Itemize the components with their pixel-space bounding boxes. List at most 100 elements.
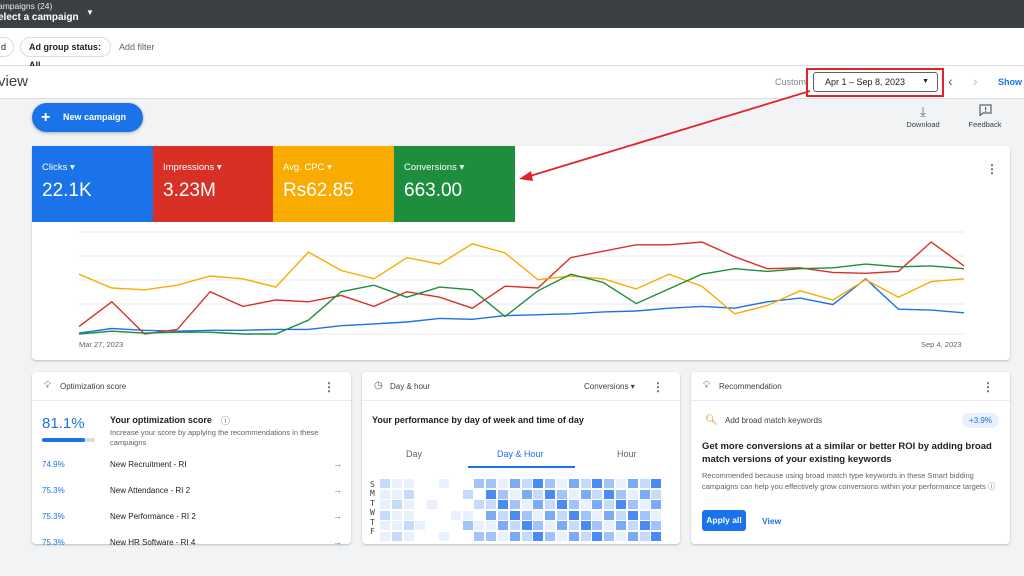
more-vert-icon[interactable]: ⋮ <box>986 162 998 176</box>
heatmap-cell <box>380 479 390 488</box>
heatmap-cell <box>627 500 638 509</box>
campaign-name: New HR Software - RI 4 <box>110 538 196 547</box>
campaign-row[interactable]: 74.9% New Recruitment - RI → <box>42 459 342 474</box>
tab-day-hour[interactable]: Day & Hour <box>497 449 544 459</box>
heatmap-cell <box>627 510 638 520</box>
chevron-left-icon[interactable]: ‹ <box>948 73 953 89</box>
more-vert-icon[interactable]: ⋮ <box>982 380 994 394</box>
heatmap-cell <box>557 489 567 499</box>
chevron-right-icon[interactable]: › <box>973 73 978 89</box>
heatmap-cell <box>403 489 414 499</box>
heatmap-cell <box>639 531 650 541</box>
arrow-right-icon[interactable]: → <box>333 459 342 469</box>
optimization-score-bar <box>42 438 95 442</box>
heatmap-cell <box>557 510 567 520</box>
download-button[interactable]: ⤓ Download <box>900 104 946 129</box>
heatmap-cell <box>391 489 402 499</box>
view-button[interactable]: View <box>762 516 782 526</box>
arrow-right-icon[interactable]: → <box>333 511 342 521</box>
heatmap-cell <box>450 489 461 499</box>
heatmap-cell <box>450 500 461 509</box>
heatmap-cell <box>498 510 508 520</box>
filter-bar: d Ad group status: All Add filter <box>0 28 1024 70</box>
metric-impressions[interactable]: Impressions ▾ 3.23M <box>153 146 274 222</box>
arrow-right-icon[interactable]: → <box>333 485 342 495</box>
heatmap-cell <box>474 510 485 520</box>
heatmap-cell <box>592 521 603 530</box>
day-label: W <box>370 508 375 518</box>
heatmap-cell <box>521 500 532 509</box>
series-line-avg-cpc <box>78 243 965 315</box>
ad-group-status-chip[interactable]: Ad group status: All <box>20 37 111 70</box>
tab-hour[interactable]: Hour <box>617 449 637 459</box>
heatmap-cell <box>604 510 615 520</box>
heatmap-cell <box>380 531 390 541</box>
heatmap-cell <box>439 500 449 509</box>
heatmap-cell <box>391 500 402 509</box>
campaign-selector[interactable]: ampaigns (24) elect a campaign ▼ <box>0 0 1024 28</box>
heatmap-cell <box>521 489 532 499</box>
series-line-clicks <box>78 277 965 334</box>
heatmap-cell <box>651 500 662 509</box>
add-filter-link[interactable]: Add filter <box>119 42 155 52</box>
heatmap-cell <box>509 479 520 488</box>
series-line-impressions <box>78 241 965 335</box>
heatmap-cell <box>604 531 615 541</box>
heatmap-cell <box>439 479 449 488</box>
heatmap-cell <box>439 531 449 541</box>
campaign-score: 75.3% <box>42 538 65 547</box>
more-vert-icon[interactable]: ⋮ <box>323 380 335 394</box>
heatmap-cell <box>533 489 544 499</box>
date-range-picker[interactable]: Apr 1 – Sep 8, 2023 ▼ <box>813 72 938 92</box>
recommendation-heading: Get more conversions at a similar or bet… <box>702 441 992 465</box>
heatmap-cell <box>580 479 591 488</box>
card-header: ◷ Day & hour Conversions ▾ ⋮ <box>362 372 680 401</box>
feedback-icon <box>962 104 1008 118</box>
heatmap-cell <box>427 531 438 541</box>
metric-label: Conversions ▾ <box>404 162 465 173</box>
campaign-row[interactable]: 75.3% New Performance - RI 2 → <box>42 511 342 526</box>
show-button[interactable]: Show <box>998 77 1022 87</box>
optimization-score-value: 81.1% <box>42 415 85 432</box>
filter-chip[interactable]: d <box>0 37 14 57</box>
heatmap-cell <box>509 531 520 541</box>
feedback-button[interactable]: Feedback <box>962 104 1008 129</box>
heatmap-cell <box>580 531 591 541</box>
campaign-score: 74.9% <box>42 460 65 469</box>
heatmap-cell <box>462 479 473 488</box>
heatmap-cell <box>616 510 626 520</box>
metric-clicks[interactable]: Clicks ▾ 22.1K <box>32 146 153 222</box>
heatmap-cell <box>415 479 426 488</box>
heatmap-cell <box>403 500 414 509</box>
tab-day[interactable]: Day <box>406 449 423 459</box>
heatmap-cell <box>486 510 497 520</box>
recommendation-type: Add broad match keywords <box>725 416 822 425</box>
heatmap-cell <box>545 521 556 530</box>
heatmap-cell <box>486 479 497 488</box>
highlight-box <box>806 68 944 97</box>
heatmap-cell <box>545 479 556 488</box>
new-campaign-label: New campaign <box>63 112 127 122</box>
metric-select[interactable]: Conversions ▾ <box>584 382 635 391</box>
heatmap-cell <box>627 521 638 530</box>
help-icon[interactable]: ⓘ <box>221 416 231 426</box>
more-vert-icon[interactable]: ⋮ <box>652 380 664 394</box>
heatmap-cell <box>568 531 579 541</box>
heatmap-cell <box>639 510 650 520</box>
heatmap-cell <box>639 489 650 499</box>
caret-down-icon[interactable]: ▼ <box>86 8 94 17</box>
campaign-row[interactable]: 75.3% New Attendance - RI 2 → <box>42 485 342 500</box>
campaign-row[interactable]: 75.3% New HR Software - RI 4 → <box>42 537 342 552</box>
heatmap-cell <box>616 489 626 499</box>
new-campaign-button[interactable]: + New campaign <box>32 103 143 132</box>
heatmap-cell <box>568 521 579 530</box>
heatmap-cell <box>427 510 438 520</box>
download-label: Download <box>906 120 940 129</box>
apply-all-button[interactable]: Apply all <box>702 510 746 531</box>
metric-conversions[interactable]: Conversions ▾ 663.00 <box>394 146 515 222</box>
metric-avg-cpc[interactable]: Avg. CPC ▾ Rs62.85 <box>273 146 394 222</box>
series-line-conversions <box>78 263 965 335</box>
heatmap-cell <box>427 500 438 509</box>
arrow-right-icon[interactable]: → <box>333 537 342 547</box>
heatmap-cell <box>498 500 508 509</box>
